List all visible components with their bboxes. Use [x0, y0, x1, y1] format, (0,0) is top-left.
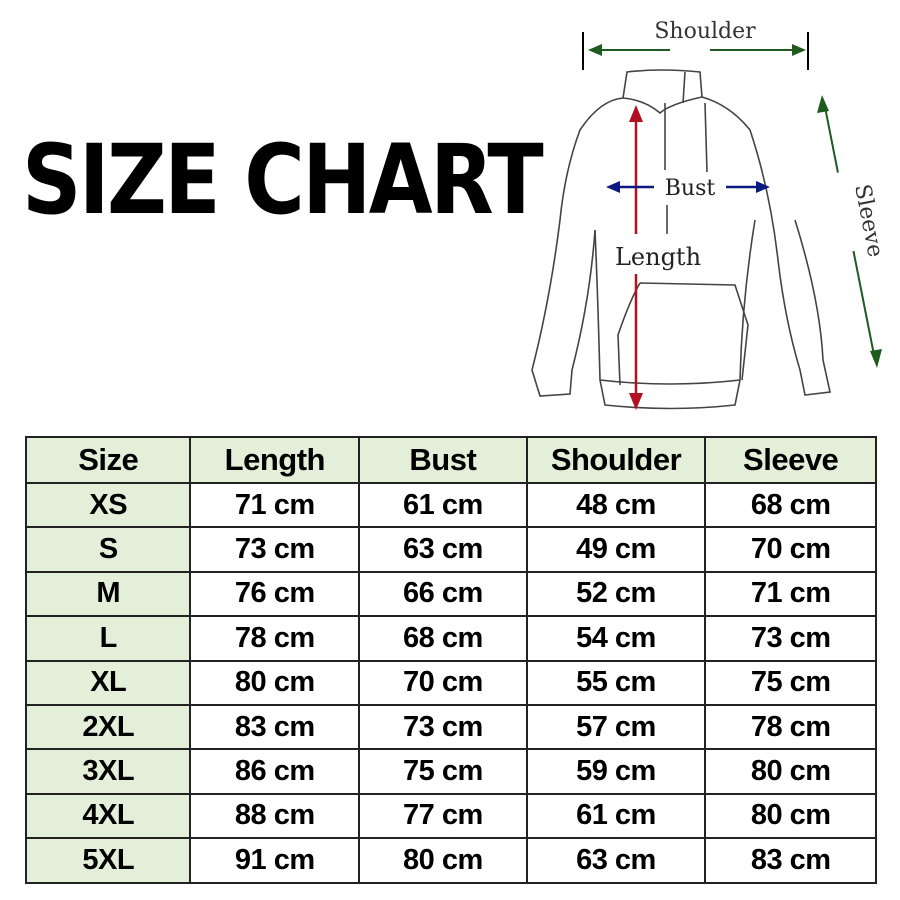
table-row: M 76 cm 66 cm 52 cm 71 cm: [24, 570, 877, 618]
cell-length: 86 cm: [189, 748, 361, 795]
cell-size: 4XL: [24, 792, 192, 840]
cell-length: 91 cm: [189, 837, 361, 884]
page-title: SIZE CHART: [22, 124, 544, 236]
header-sleeve: Sleeve: [704, 436, 877, 484]
header-length: Length: [189, 436, 361, 484]
cell-size: M: [24, 570, 192, 618]
cell-size: 3XL: [24, 748, 192, 795]
cell-shoulder: 48 cm: [525, 481, 707, 529]
cell-shoulder: 49 cm: [525, 526, 707, 573]
table-row: 3XL 86 cm 75 cm 59 cm 80 cm: [24, 748, 877, 795]
cell-sleeve: 68 cm: [704, 481, 877, 529]
cell-size: 2XL: [24, 703, 192, 751]
cell-shoulder: 54 cm: [525, 615, 707, 662]
cell-size: XS: [24, 481, 192, 529]
cell-size: XL: [24, 659, 192, 706]
cell-bust: 73 cm: [358, 703, 528, 751]
cell-length: 73 cm: [189, 526, 361, 573]
header-shoulder: Shoulder: [525, 436, 707, 484]
size-chart-table: Size Length Bust Shoulder Sleeve XS 71 cm…: [24, 436, 877, 884]
cell-shoulder: 59 cm: [525, 748, 707, 795]
cell-shoulder: 55 cm: [525, 659, 707, 706]
cell-sleeve: 78 cm: [704, 703, 877, 751]
header-size: Size: [24, 436, 192, 484]
cell-length: 76 cm: [189, 570, 361, 618]
table-row: L 78 cm 68 cm 54 cm 73 cm: [24, 615, 877, 662]
length-measure: Length: [600, 105, 710, 410]
cell-bust: 80 cm: [358, 837, 528, 884]
cell-sleeve: 73 cm: [704, 615, 877, 662]
cell-shoulder: 61 cm: [525, 792, 707, 840]
cell-length: 71 cm: [189, 481, 361, 529]
length-label: Length: [615, 243, 701, 271]
hoodie-outline-icon: [531, 69, 831, 410]
cell-length: 88 cm: [189, 792, 361, 840]
cell-sleeve: 80 cm: [704, 792, 877, 840]
cell-shoulder: 57 cm: [525, 703, 707, 751]
cell-sleeve: 75 cm: [704, 659, 877, 706]
table-header-row: Size Length Bust Shoulder Sleeve: [24, 436, 877, 484]
table-row: XL 80 cm 70 cm 55 cm 75 cm: [24, 659, 877, 706]
bust-label: Bust: [665, 176, 716, 201]
cell-sleeve: 83 cm: [704, 837, 877, 884]
cell-bust: 77 cm: [358, 792, 528, 840]
hoodie-measurement-diagram: Shoulder Length Bust Sleeve: [531, 19, 888, 410]
cell-sleeve: 80 cm: [704, 748, 877, 795]
cell-shoulder: 63 cm: [525, 837, 707, 884]
cell-bust: 75 cm: [358, 748, 528, 795]
table-row: 4XL 88 cm 77 cm 61 cm 80 cm: [24, 792, 877, 840]
cell-bust: 70 cm: [358, 659, 528, 706]
cell-bust: 66 cm: [358, 570, 528, 618]
cell-shoulder: 52 cm: [525, 570, 707, 618]
table-row: 5XL 91 cm 80 cm 63 cm 83 cm: [24, 837, 877, 884]
cell-bust: 68 cm: [358, 615, 528, 662]
cell-length: 83 cm: [189, 703, 361, 751]
bust-measure: Bust: [606, 174, 770, 201]
cell-bust: 61 cm: [358, 481, 528, 529]
cell-sleeve: 70 cm: [704, 526, 877, 573]
cell-length: 80 cm: [189, 659, 361, 706]
shoulder-measure: Shoulder: [582, 19, 809, 70]
sleeve-measure: Sleeve: [817, 95, 888, 368]
cell-sleeve: 71 cm: [704, 570, 877, 618]
cell-size: S: [24, 526, 192, 573]
table-row: S 73 cm 63 cm 49 cm 70 cm: [24, 526, 877, 573]
cell-size: L: [24, 615, 192, 662]
cell-bust: 63 cm: [358, 526, 528, 573]
cell-length: 78 cm: [189, 615, 361, 662]
shoulder-label: Shoulder: [654, 19, 756, 44]
header-bust: Bust: [358, 436, 528, 484]
table-row: 2XL 83 cm 73 cm 57 cm 78 cm: [24, 703, 877, 751]
cell-size: 5XL: [24, 837, 192, 884]
table-row: XS 71 cm 61 cm 48 cm 68 cm: [24, 481, 877, 529]
